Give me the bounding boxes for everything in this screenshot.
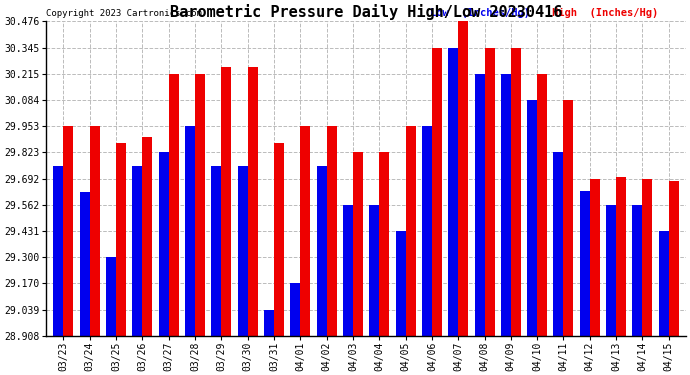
Bar	[458, 21, 469, 336]
Text: High  (Inches/Hg): High (Inches/Hg)	[551, 8, 658, 18]
Bar	[590, 178, 600, 336]
Bar	[290, 284, 300, 336]
Bar	[63, 126, 73, 336]
Bar	[264, 310, 274, 336]
Bar	[659, 231, 669, 336]
Bar	[248, 67, 257, 336]
Bar	[580, 191, 590, 336]
Bar	[369, 205, 380, 336]
Bar	[211, 166, 221, 336]
Title: Barometric Pressure Daily High/Low 20230416: Barometric Pressure Daily High/Low 20230…	[170, 4, 562, 20]
Bar	[353, 152, 363, 336]
Bar	[185, 126, 195, 336]
Bar	[159, 152, 169, 336]
Bar	[300, 126, 310, 336]
Bar	[343, 205, 353, 336]
Bar	[501, 74, 511, 336]
Bar	[317, 166, 326, 336]
Bar	[606, 205, 616, 336]
Bar	[116, 143, 126, 336]
Bar	[132, 166, 142, 336]
Bar	[633, 205, 642, 336]
Bar	[106, 257, 116, 336]
Bar	[53, 166, 63, 336]
Bar	[511, 48, 521, 336]
Bar	[616, 177, 626, 336]
Bar	[564, 100, 573, 336]
Bar	[642, 178, 653, 336]
Bar	[195, 74, 205, 336]
Bar	[537, 74, 547, 336]
Bar	[90, 126, 100, 336]
Bar	[274, 143, 284, 336]
Text: Low  (Inches/Hg): Low (Inches/Hg)	[430, 8, 530, 18]
Text: Copyright 2023 Cartronics.com: Copyright 2023 Cartronics.com	[46, 9, 202, 18]
Bar	[669, 181, 679, 336]
Bar	[527, 100, 537, 336]
Bar	[553, 152, 564, 336]
Bar	[475, 74, 484, 336]
Bar	[422, 126, 432, 336]
Bar	[406, 126, 415, 336]
Bar	[484, 48, 495, 336]
Bar	[326, 126, 337, 336]
Bar	[448, 48, 458, 336]
Bar	[395, 231, 406, 336]
Bar	[221, 67, 231, 336]
Bar	[142, 137, 152, 336]
Bar	[432, 48, 442, 336]
Bar	[169, 74, 179, 336]
Bar	[380, 152, 389, 336]
Bar	[80, 192, 90, 336]
Bar	[237, 166, 248, 336]
